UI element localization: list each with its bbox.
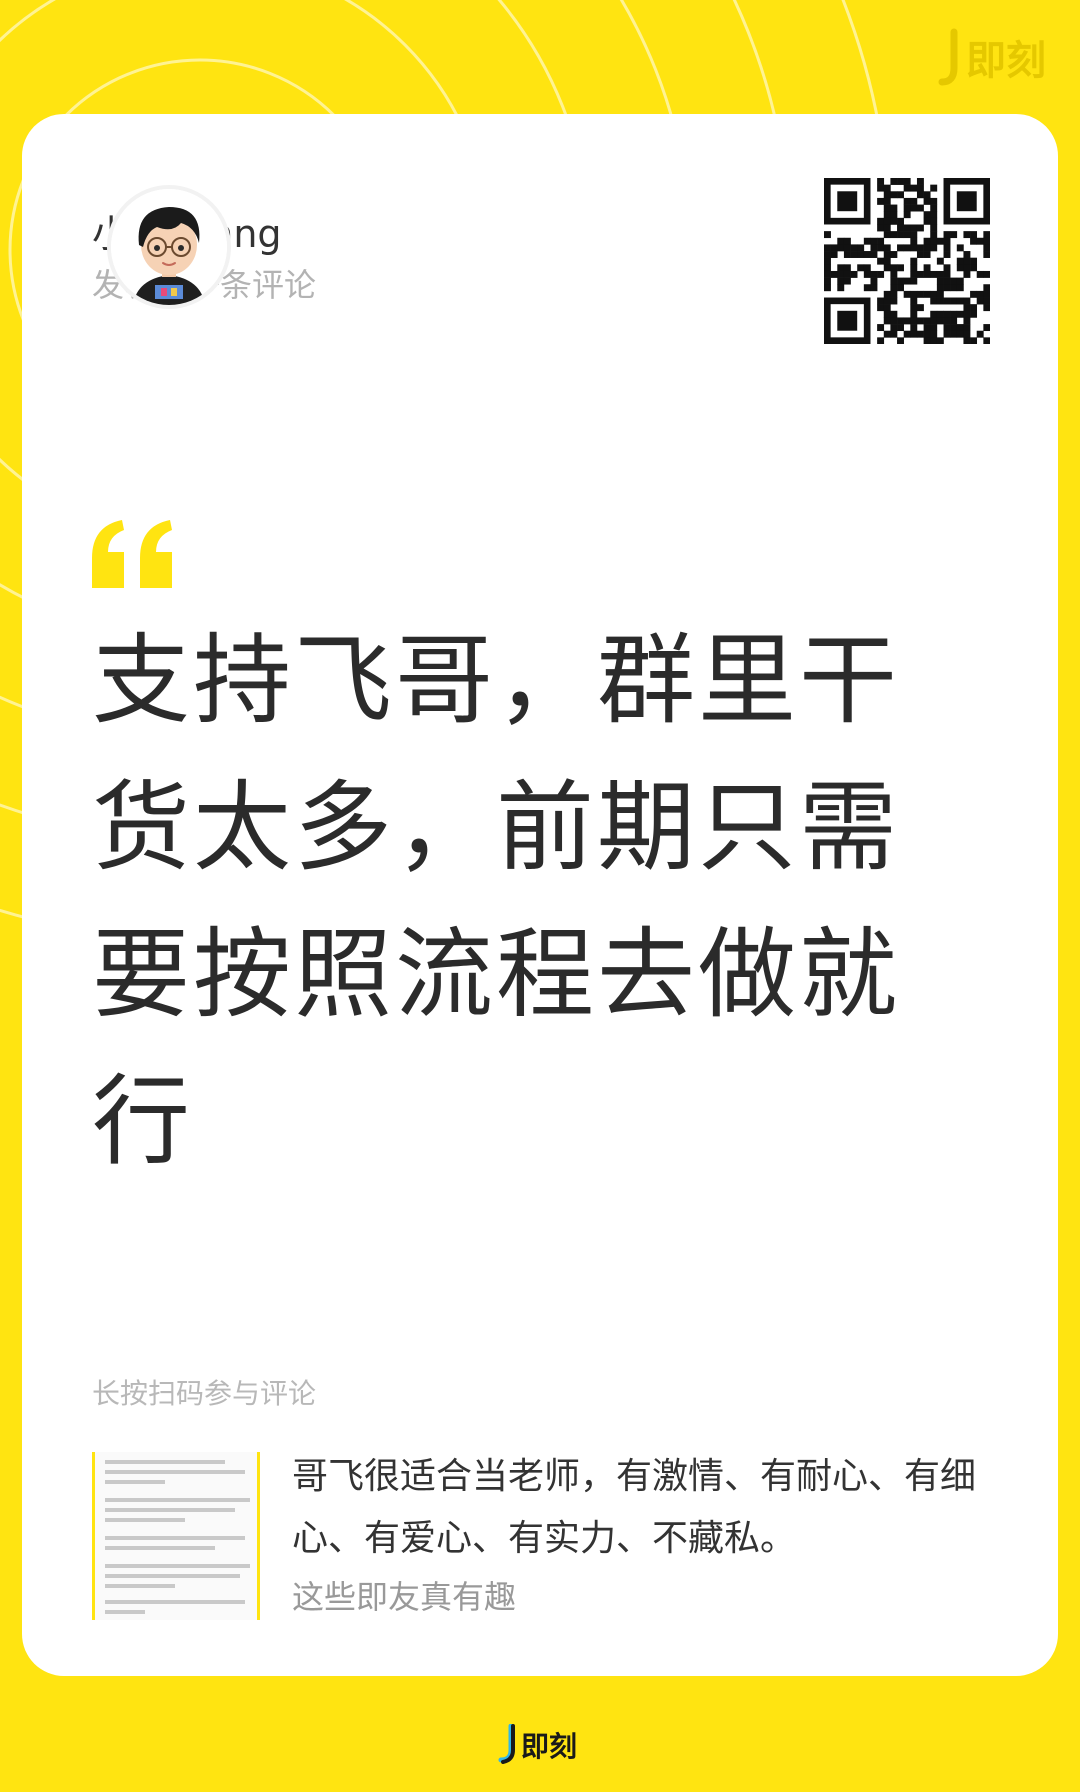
post-topic[interactable]: 这些即友真有趣 (292, 1578, 517, 1616)
avatar[interactable] (107, 185, 231, 309)
quote-mark-icon (92, 520, 172, 588)
jike-logo-icon: 即刻 (498, 1724, 577, 1764)
avatar-cartoon-boy (111, 189, 227, 305)
svg-text:即刻: 即刻 (521, 1730, 577, 1763)
post-thumbnail[interactable] (92, 1452, 260, 1620)
qr-code-icon[interactable] (824, 178, 990, 344)
comment-card: 小杨Yanng 发表了一条评论 支持飞哥，群里干货太多，前期只需要按照流程去做就… (22, 114, 1058, 1676)
comment-text: 支持飞哥，群里干货太多，前期只需要按照流程去做就行 (92, 624, 901, 1179)
scan-hint: 长按扫码参与评论 (92, 1377, 317, 1410)
post-text[interactable]: 哥飞很适合当老师，有激情、有耐心、有细心、有爱心、有实力、不藏私。 (292, 1456, 977, 1559)
svg-text:即刻: 即刻 (966, 38, 1046, 84)
jike-logo-icon: 即刻 (938, 28, 1046, 86)
